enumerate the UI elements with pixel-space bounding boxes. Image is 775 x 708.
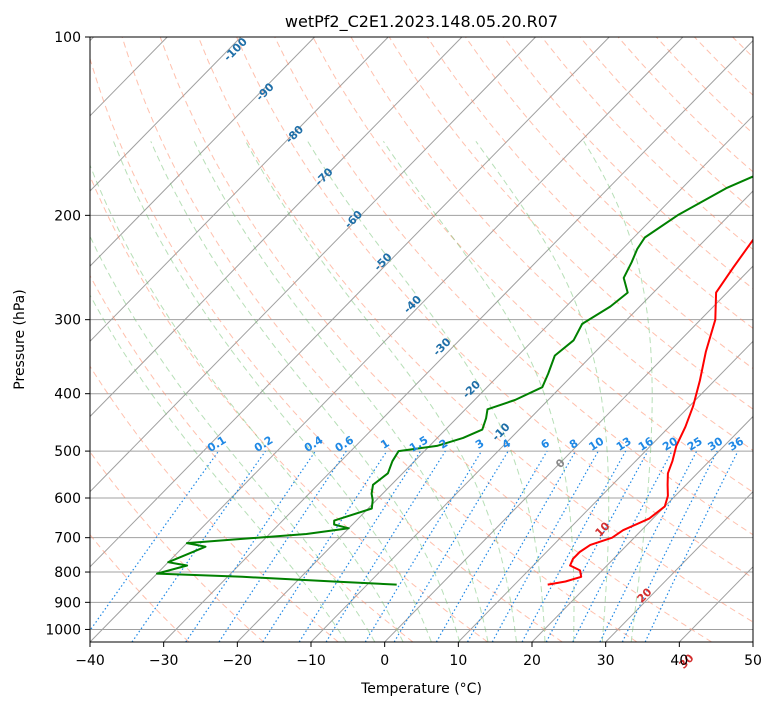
x-tick-label: 10: [449, 653, 467, 669]
moist-adiabat-line: [90, 235, 376, 642]
x-tick-label: −40: [75, 653, 105, 669]
mixing-ratio-line: [90, 450, 220, 632]
dry-adiabat-line: [350, 37, 753, 451]
dry-adiabat-line: [90, 56, 563, 642]
isotherm-line: [236, 115, 753, 642]
x-tick-label: 30: [597, 653, 615, 669]
mixing-ratio-line: [521, 450, 627, 642]
mixing-ratio-line: [298, 450, 422, 642]
x-axis-title: Temperature (°C): [360, 681, 482, 697]
mixing-ratio-line: [364, 450, 483, 642]
dry-adiabat-line: [90, 274, 414, 642]
plot-background: [90, 37, 753, 642]
dry-adiabat-line: [426, 37, 753, 370]
x-tick-label: 20: [523, 653, 541, 669]
dry-adiabat-line: [121, 37, 638, 642]
chart-title: wetPf2_C2E1.2023.148.05.20.R07: [285, 12, 558, 32]
dry-adiabat-line: [771, 37, 775, 642]
y-tick-label: 200: [54, 208, 81, 224]
dry-adiabat-line: [197, 37, 753, 623]
moist-adiabat-line: [113, 141, 432, 642]
moist-adiabat-line: [150, 141, 461, 642]
isotherm-line: [90, 37, 536, 493]
isotherm-line: [90, 37, 389, 343]
sounding-profiles: [156, 175, 753, 586]
x-tick-label: 50: [744, 653, 762, 669]
mixing-ratio-line: [131, 450, 266, 642]
plot-frame: [89, 36, 754, 643]
y-tick-label: 900: [54, 595, 81, 611]
moist-adiabat-line: [245, 141, 517, 642]
dewpoint-profile: [156, 175, 753, 586]
isotherm-line: [90, 37, 610, 568]
dry-adiabat-line: [90, 365, 339, 642]
mixing-ratio-line: [621, 450, 718, 642]
isotherm-line: [384, 265, 753, 642]
isotherm-line: [457, 340, 753, 642]
moist-adiabat-line: [583, 141, 653, 642]
y-tick-label: 500: [54, 444, 81, 460]
x-tick-label: −20: [223, 653, 253, 669]
isotherm-line: [310, 190, 753, 642]
x-tick-label: −30: [149, 653, 179, 669]
x-axis: −40 −30 −20 −10 0 10 20 30 40 50: [75, 642, 762, 669]
dry-adiabat-line: [159, 37, 712, 642]
dry-adiabat-line: [90, 451, 264, 642]
mixing-ratio-line: [218, 450, 347, 642]
moist-adiabat-line: [475, 141, 610, 642]
y-tick-label: 100: [54, 30, 81, 46]
mixing-ratio-line: [466, 450, 577, 642]
x-tick-label: 0: [380, 653, 389, 669]
y-tick-label: 300: [54, 313, 81, 329]
moist-adiabat-line: [307, 141, 546, 642]
y-tick-label: 600: [54, 491, 81, 507]
moist-adiabat-line: [90, 294, 347, 642]
y-tick-label: 700: [54, 531, 81, 547]
dry-adiabat-line: [90, 175, 488, 642]
mixing-ratio-line: [599, 450, 698, 642]
moist-adiabat-line: [382, 141, 575, 642]
dry-adiabat-line: [312, 37, 753, 493]
mixing-ratio-line: [545, 450, 649, 642]
mixing-ratio-line: [185, 450, 316, 642]
background-lines: [90, 37, 775, 642]
moist-adiabat-line: [90, 163, 404, 642]
x-tick-label: 40: [670, 653, 688, 669]
dry-adiabat-line: [388, 37, 753, 410]
y-tick-label: 1000: [45, 622, 81, 638]
y-tick-label: 400: [54, 387, 81, 403]
isotherm-line: [90, 37, 463, 418]
isotherm-line: [163, 39, 753, 642]
y-axis: 100 200 300 400 500 600 700 800 900 1000: [45, 30, 90, 638]
isotherm-line: [752, 641, 753, 642]
moist-adiabat-line: [193, 141, 489, 642]
temperature-profile: [547, 238, 753, 586]
dry-adiabat-line: [274, 37, 753, 536]
isotherm-line: [90, 37, 684, 642]
y-tick-label: 800: [54, 565, 81, 581]
isotherm-line: [90, 37, 242, 192]
y-axis-title: Pressure (hPa): [12, 289, 28, 389]
mixing-ratio-line: [491, 450, 599, 642]
isotherm-line: [90, 37, 315, 267]
dry-adiabat-line: [236, 37, 753, 579]
isotherm-line: [531, 415, 753, 642]
x-tick-label: −10: [296, 653, 326, 669]
isotherm-line: [605, 490, 753, 642]
mixing-ratio-line: [262, 450, 388, 642]
